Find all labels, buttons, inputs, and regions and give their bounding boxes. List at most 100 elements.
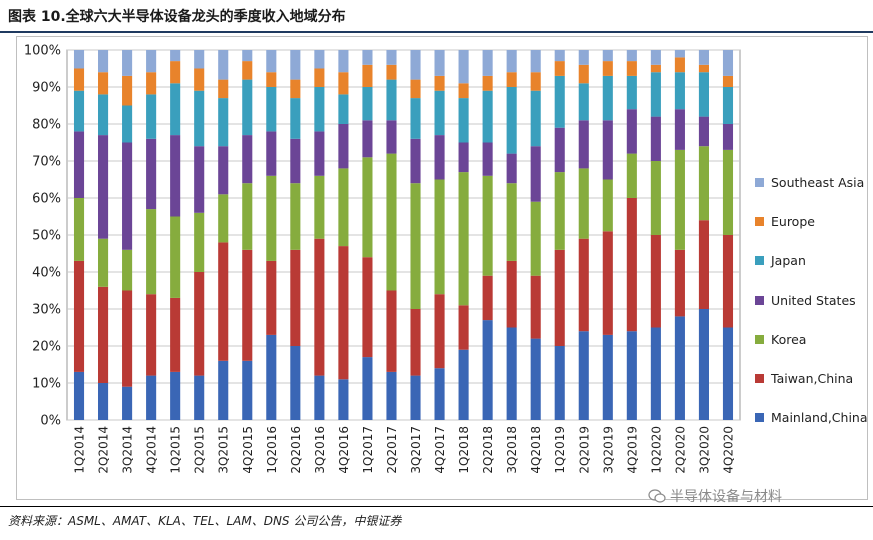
bar-segment <box>554 346 565 420</box>
bar-segment <box>194 146 205 213</box>
bar-segment <box>410 79 421 99</box>
bar-segment <box>170 61 181 84</box>
bar-segment <box>242 249 253 361</box>
bar-segment <box>218 98 229 147</box>
bar-segment <box>314 50 325 69</box>
bar-segment <box>458 98 469 143</box>
y-tick-label: 90% <box>32 81 61 96</box>
bar-segment <box>602 231 613 335</box>
bar-segment <box>554 50 565 62</box>
bar-segment <box>650 161 661 235</box>
bar-segment <box>674 72 685 110</box>
legend-swatch <box>755 178 764 188</box>
bar-segment <box>530 201 541 276</box>
bar-segment <box>73 90 85 132</box>
x-tick-label: 4Q2019 <box>625 426 639 474</box>
bar-segment <box>458 83 469 99</box>
bar-segment <box>122 75 133 106</box>
legend-label: Southeast Asia <box>771 175 865 191</box>
bar-segment <box>626 198 637 332</box>
bar-segment <box>554 75 565 128</box>
bar-segment <box>698 116 709 147</box>
bar-segment <box>722 87 734 124</box>
bar-segment <box>698 309 709 420</box>
bar-segment <box>626 109 637 154</box>
bar-segment <box>290 50 301 80</box>
bar-segment <box>698 50 709 65</box>
bar-segment <box>266 50 277 73</box>
bar-segment <box>386 371 397 420</box>
bar-segment <box>482 90 493 143</box>
x-tick-label: 2Q2019 <box>577 426 591 474</box>
bar-segment <box>290 98 301 139</box>
bar-segment <box>698 72 709 117</box>
bar-segment <box>98 238 109 287</box>
bar-segment <box>338 50 349 73</box>
bar-segment <box>554 172 565 250</box>
x-tick-label: 3Q2019 <box>601 426 615 474</box>
bar-segment <box>170 83 181 136</box>
bar-segment <box>242 360 253 420</box>
bar-segment <box>434 90 445 136</box>
legend-item: United States <box>755 281 873 320</box>
bar-segment <box>410 375 421 420</box>
bar-segment <box>314 175 325 239</box>
bar-segment <box>194 375 205 420</box>
bar-segment <box>554 127 565 173</box>
y-tick-label: 70% <box>32 155 61 170</box>
x-tick-label: 4Q2015 <box>241 426 255 474</box>
bar-segment <box>314 131 325 176</box>
y-tick-label: 60% <box>32 192 61 207</box>
bar-segment <box>554 61 565 76</box>
y-tick-label: 30% <box>32 303 61 318</box>
bar-segment <box>650 64 661 73</box>
bar-segment <box>146 94 157 139</box>
x-tick-label: 4Q2020 <box>721 426 735 474</box>
bar-segment <box>218 50 229 80</box>
bar-segment <box>362 157 373 258</box>
bar-segment <box>242 183 253 250</box>
x-tick-label: 1Q2019 <box>553 426 567 474</box>
bar-segment <box>218 79 229 99</box>
bar-segment <box>626 153 637 198</box>
bar-segment <box>362 87 373 121</box>
legend-item: Europe <box>755 202 873 241</box>
bar-segment <box>578 64 589 84</box>
bar-segment <box>73 371 85 420</box>
bar-segment <box>386 79 397 121</box>
bar-segment <box>650 327 661 420</box>
bar-segment <box>530 50 541 73</box>
legend-swatch <box>755 295 764 305</box>
bar-segment <box>482 50 493 76</box>
x-tick-label: 2Q2016 <box>289 426 303 474</box>
bar-segment <box>602 75 613 121</box>
bar-segment <box>338 379 349 420</box>
bar-segment <box>314 238 325 376</box>
x-tick-label: 2Q2018 <box>481 426 495 474</box>
bar-segment <box>506 50 517 73</box>
bar-segment <box>530 90 541 147</box>
bar-segment <box>266 175 277 261</box>
title-rule <box>0 31 873 33</box>
bar-segment <box>218 242 229 361</box>
bar-segment <box>386 50 397 65</box>
bar-segment <box>458 142 469 173</box>
x-tick-label: 1Q2020 <box>649 426 663 474</box>
legend-item: Japan <box>755 241 873 280</box>
bar-segment <box>290 346 301 420</box>
bar-segment <box>722 50 734 76</box>
x-tick-label: 4Q2017 <box>433 426 447 474</box>
x-tick-label: 4Q2018 <box>529 426 543 474</box>
bar-segment <box>194 90 205 147</box>
bar-segment <box>482 175 493 276</box>
bar-segment <box>458 305 469 350</box>
bar-segment <box>602 179 613 232</box>
bar-segment <box>122 50 133 76</box>
bar-segment <box>506 260 517 328</box>
x-tick-label: 3Q2016 <box>313 426 327 474</box>
bar-segment <box>386 64 397 80</box>
bar-segment <box>410 98 421 139</box>
bar-segment <box>122 386 133 420</box>
bar-segment <box>266 72 277 87</box>
y-tick-label: 50% <box>32 229 61 244</box>
